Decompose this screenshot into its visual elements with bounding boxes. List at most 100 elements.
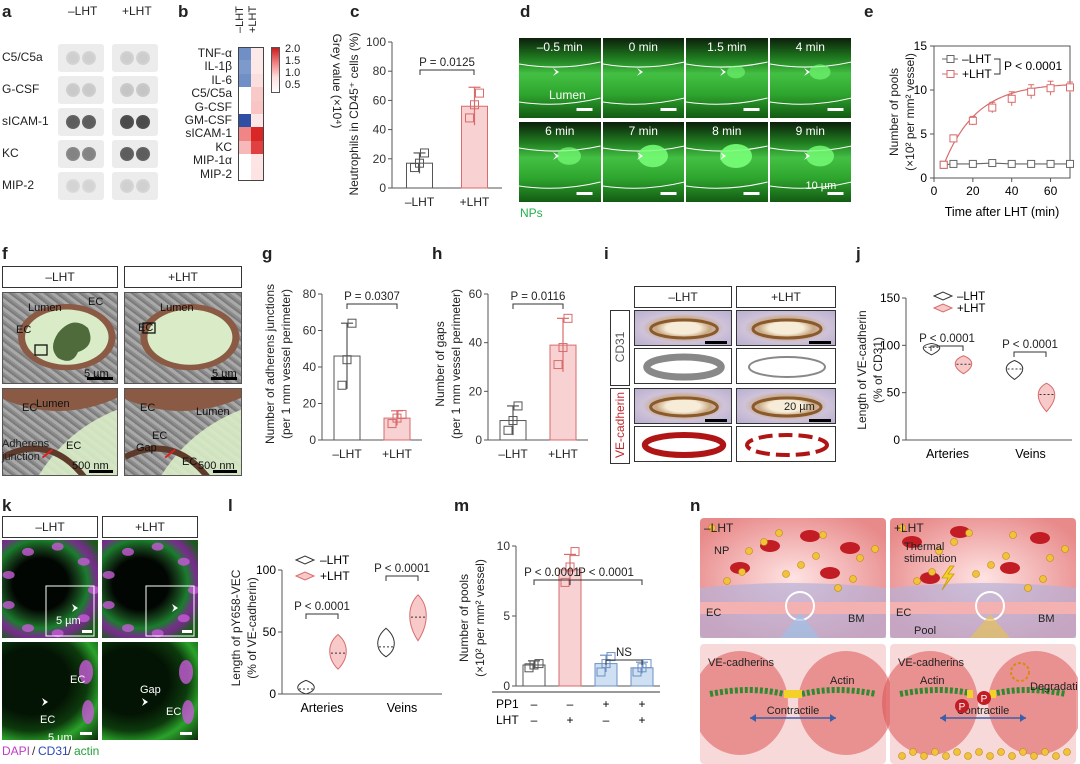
dot-blot-cell	[58, 140, 104, 168]
y-axis-label: (per 1 mm vessel perimeter)	[279, 289, 293, 439]
arrowhead-marker	[42, 698, 48, 706]
y-tick-label: 80	[373, 64, 387, 78]
legend-marker	[946, 70, 955, 78]
nanoparticle	[972, 570, 980, 578]
plus-label: +LHT	[894, 521, 924, 535]
nanoparticle	[997, 748, 1005, 756]
dot-blot-cell	[112, 108, 158, 136]
timelapse-overlay	[769, 61, 851, 111]
if-image	[2, 540, 98, 638]
panel-label-g: g	[262, 244, 273, 263]
timelapse-overlay	[519, 61, 601, 111]
vecadherin-mask	[745, 433, 829, 457]
dot-blot-row-label: sICAM-1	[2, 114, 49, 128]
colorbar-tick: 1.5	[285, 55, 301, 67]
x-tick-label: +LHT	[548, 447, 578, 461]
y-tick-label: 20	[303, 397, 317, 411]
data-point	[988, 103, 997, 112]
red-blood-cell	[53, 322, 91, 361]
timelapse-time: 1.5 min	[707, 40, 747, 54]
y-axis-label: Length of VE-cadherin	[855, 310, 869, 429]
data-point	[949, 134, 958, 143]
heatmap-cell	[238, 167, 251, 181]
panel-h-chart: 0 20 40 60 –LHT +LHT Number of gaps (per 1 mm v…	[433, 287, 588, 461]
nucleus	[102, 601, 115, 610]
if-overlay	[2, 542, 98, 638]
violin	[329, 633, 347, 670]
timelapse-time: 9 min	[795, 124, 825, 138]
ec-label: EC	[182, 456, 198, 468]
nanoparticle	[942, 752, 950, 760]
heatmap-cell	[251, 127, 264, 141]
heatmap-cell	[251, 73, 264, 88]
dot-blot-spot	[82, 147, 96, 161]
zoom-box	[142, 322, 156, 334]
legend-marker	[294, 571, 316, 581]
timelapse-frame: 7 min	[602, 122, 684, 202]
heatmap-cell	[238, 100, 251, 114]
legend-label: +LHT	[962, 67, 992, 81]
nucleus	[122, 624, 134, 633]
if-image	[2, 642, 98, 740]
heatmap-col-plus: +LHT	[247, 5, 259, 33]
nanoparticle	[909, 748, 917, 756]
data-point	[1007, 159, 1016, 168]
scale-label: 500 nm	[198, 460, 235, 472]
x-tick-label: 60	[1044, 184, 1058, 198]
dot-blot-cell	[58, 108, 104, 136]
legend-label: +LHT	[320, 569, 350, 583]
violin	[409, 594, 427, 642]
if-overlay	[142, 660, 194, 735]
arrowhead-marker	[553, 68, 559, 76]
x-tick-label: –LHT	[332, 447, 362, 461]
y-axis-label: Number of pools	[887, 68, 901, 156]
timelapse-time: 7 min	[628, 124, 658, 138]
if-overlay	[102, 542, 198, 638]
y-tick-label: 10	[914, 83, 928, 97]
data-point	[508, 416, 518, 426]
nanoparticle	[1019, 748, 1027, 756]
dot-blot-spot	[136, 147, 150, 161]
legend-label: –LHT	[962, 52, 992, 66]
arrowhead-marker	[636, 152, 643, 160]
ihc-photo	[634, 310, 732, 346]
y-axis-label: Number of adherens junctions	[263, 284, 277, 444]
dot-blot-spot	[66, 147, 80, 161]
red-blood-cell	[820, 567, 840, 579]
if-header-plus: +LHT	[102, 516, 198, 538]
zoom-box	[145, 585, 195, 637]
nucleus	[82, 700, 94, 724]
heatmap-row-label: IL-1β	[204, 59, 232, 74]
dot-blot-spot	[66, 115, 80, 129]
scale-bar	[80, 732, 92, 735]
stain-cd31: CD31	[38, 744, 69, 758]
dot-blot-cell	[112, 44, 158, 72]
dot-blot-spot	[136, 51, 150, 65]
panel-label-m: m	[454, 496, 470, 515]
nanoparticle	[738, 568, 746, 576]
ihc-mask	[736, 426, 836, 462]
y-tick-label: 100	[366, 35, 386, 49]
violin	[1005, 359, 1024, 381]
dot-blot-spot	[82, 179, 96, 193]
dot-blot-spot	[66, 83, 80, 97]
data-point	[475, 88, 484, 98]
vessel-wall-line	[769, 181, 851, 189]
legend-marker	[294, 555, 316, 565]
nucleus	[88, 586, 98, 594]
heatmap-cell	[251, 167, 264, 181]
heatmap-cell	[251, 154, 264, 168]
zoom-box	[34, 344, 48, 356]
y-tick-label: 5	[503, 609, 510, 623]
arrowhead-marker	[142, 698, 148, 706]
panel-j-chart: 0 50 100 150 Arteries Veins Length of VE-cadhe…	[855, 291, 1072, 461]
dot-blot-spot	[136, 115, 150, 129]
phospho-label: P	[959, 702, 966, 713]
vessel-outline	[649, 318, 719, 340]
data-point	[968, 116, 977, 125]
gap-label: Gap	[140, 684, 161, 696]
dot-blot-row-label: G-CSF	[2, 82, 40, 96]
lht-sign: –	[531, 713, 538, 727]
pp1-sign: +	[602, 697, 609, 711]
group-label: Arteries	[300, 701, 343, 715]
